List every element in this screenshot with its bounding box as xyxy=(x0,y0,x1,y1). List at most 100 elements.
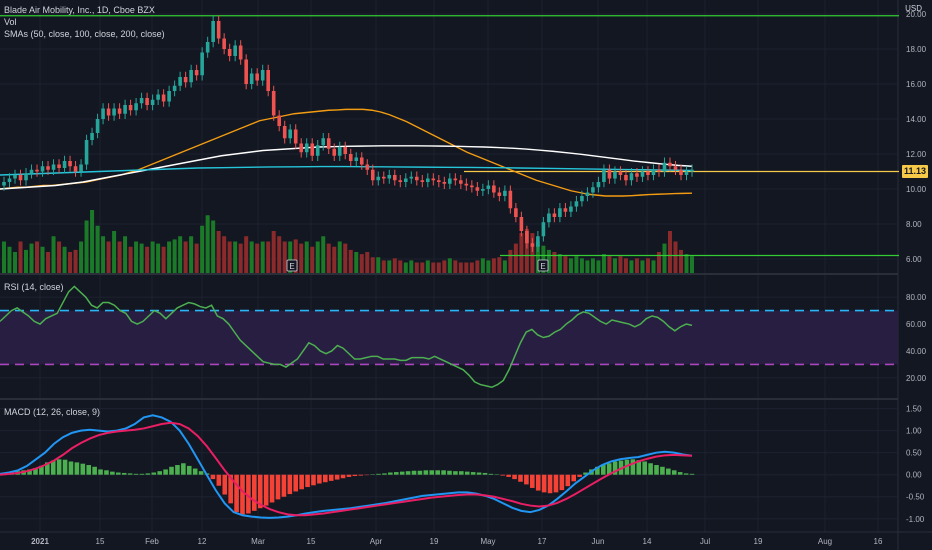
last-price-tag: 11.13 xyxy=(902,165,928,178)
candle-body xyxy=(392,175,397,181)
volume-bar xyxy=(90,210,95,273)
time-tick-label: May xyxy=(480,537,495,546)
candle-body xyxy=(2,182,6,186)
candle-body xyxy=(426,178,430,182)
volume-bar xyxy=(442,260,447,273)
candle-body xyxy=(541,222,546,237)
volume-bar xyxy=(260,241,265,273)
volume-bar xyxy=(359,254,364,273)
volume-bar xyxy=(530,233,535,273)
candle-body xyxy=(519,217,524,231)
candle-body xyxy=(255,73,259,81)
volume-bar xyxy=(579,258,584,273)
volume-bar xyxy=(84,220,89,273)
macd-histogram-bar xyxy=(683,473,689,475)
time-tick-label: Mar xyxy=(251,537,265,546)
volume-bar xyxy=(139,243,144,273)
macd-histogram-bar xyxy=(488,473,494,475)
candle-body xyxy=(112,108,116,116)
macd-histogram-bar xyxy=(80,463,86,475)
volume-bar xyxy=(13,252,18,273)
currency-label: USD xyxy=(905,4,922,13)
volume-bar xyxy=(491,258,496,273)
volume-bar xyxy=(623,258,628,273)
macd-histogram-bar xyxy=(435,470,440,475)
volume-bar xyxy=(469,262,474,273)
macd-histogram-bar xyxy=(222,474,228,495)
volume-bar xyxy=(62,246,67,273)
macd-histogram-bar xyxy=(127,473,133,475)
volume-bar xyxy=(24,249,29,273)
macd-histogram-bar xyxy=(571,474,577,482)
volume-bar xyxy=(684,254,689,273)
volume-bar xyxy=(156,243,161,273)
candle-body xyxy=(409,176,414,179)
macd-histogram-bar xyxy=(671,470,677,475)
price-tick-label: 10.00 xyxy=(906,185,927,194)
macd-histogram-bar xyxy=(482,472,488,475)
volume-bar xyxy=(431,262,436,273)
macd-histogram-bar xyxy=(429,470,435,475)
volume-bar xyxy=(447,258,452,273)
volume-bar xyxy=(354,252,359,273)
macd-histogram-bar xyxy=(399,471,405,475)
volume-bar xyxy=(326,243,331,273)
volume-bar xyxy=(464,262,469,273)
earnings-marker-label: E xyxy=(540,262,545,271)
macd-histogram-bar xyxy=(181,463,186,475)
volume-bar xyxy=(365,252,370,273)
candle-body xyxy=(277,115,281,126)
volume-bar xyxy=(425,260,430,273)
candle-body xyxy=(95,119,100,133)
volume-bar xyxy=(123,236,128,273)
candle-body xyxy=(343,147,348,154)
macd-tick-label: 1.00 xyxy=(906,427,922,436)
candle-body xyxy=(503,190,507,196)
time-tick-label: 16 xyxy=(874,537,883,546)
candle-body xyxy=(62,161,67,168)
macd-histogram-bar xyxy=(417,470,423,475)
macd-histogram-bar xyxy=(121,472,127,475)
candle-body xyxy=(359,157,364,165)
volume-bar xyxy=(337,241,342,273)
volume-bar xyxy=(601,254,606,273)
rsi-line xyxy=(0,285,693,389)
volume-bar xyxy=(40,246,45,273)
candle-body xyxy=(216,21,221,39)
candle-body xyxy=(299,143,304,153)
volume-bar xyxy=(128,246,133,273)
macd-histogram-bar xyxy=(689,473,695,475)
candle-body xyxy=(244,59,248,84)
candle-body xyxy=(293,129,298,144)
volume-bar xyxy=(46,252,51,273)
macd-histogram-bar xyxy=(110,471,115,475)
macd-histogram-bar xyxy=(328,474,334,481)
price-tick-label: 8.00 xyxy=(906,220,922,229)
time-tick-label: 15 xyxy=(96,537,105,546)
candle-body xyxy=(117,108,122,114)
volume-bar xyxy=(57,241,62,273)
macd-tick-label: 1.50 xyxy=(906,405,922,414)
macd-histogram-bar xyxy=(583,472,588,475)
macd-histogram-bar xyxy=(636,460,642,475)
volume-bar xyxy=(200,225,205,273)
volume-bar xyxy=(205,215,210,273)
volume-bar xyxy=(343,243,348,273)
candle-body xyxy=(233,45,237,56)
macd-histogram-bar xyxy=(352,474,358,477)
rsi-tick-label: 80.00 xyxy=(906,293,927,302)
candle-body xyxy=(662,162,667,172)
candle-body xyxy=(574,201,579,207)
volume-bar xyxy=(68,252,73,273)
price-tick-label: 14.00 xyxy=(906,115,927,124)
macd-histogram-bar xyxy=(246,474,251,514)
candle-body xyxy=(475,187,480,191)
volume-bar xyxy=(189,236,194,273)
volume-bar xyxy=(557,254,562,273)
volume-bar xyxy=(453,260,458,273)
candle-body xyxy=(558,208,562,217)
candle-body xyxy=(321,138,326,146)
candle-body xyxy=(354,157,359,161)
macd-histogram-bar xyxy=(464,471,470,475)
